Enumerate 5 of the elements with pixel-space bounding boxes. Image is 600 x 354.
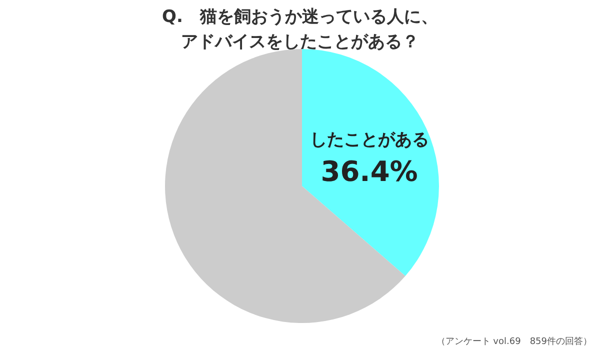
slice-label: したことがある <box>310 130 429 150</box>
text: （アンケート vol.69 859件の回答） <box>436 336 592 347</box>
chart-title: Q. 猫を飼おうか迷っている人に、アドバイスをしたことがある？ <box>162 7 438 52</box>
pie-slice <box>302 49 439 276</box>
data-label: 36.4% <box>320 154 418 188</box>
